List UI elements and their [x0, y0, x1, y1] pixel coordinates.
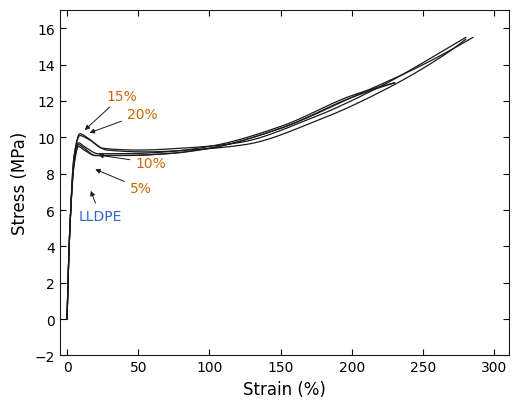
Text: 20%: 20%: [90, 108, 158, 134]
Text: 10%: 10%: [99, 155, 166, 171]
Y-axis label: Stress (MPa): Stress (MPa): [11, 132, 29, 235]
Text: 5%: 5%: [96, 170, 151, 196]
X-axis label: Strain (%): Strain (%): [243, 380, 326, 398]
Text: 15%: 15%: [85, 89, 138, 130]
Text: LLDPE: LLDPE: [79, 192, 122, 223]
